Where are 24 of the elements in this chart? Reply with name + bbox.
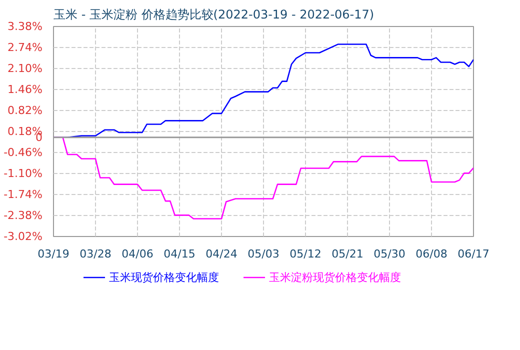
y-tick-label: -0.46% [4,146,43,159]
y-tick-label: 2.74% [8,41,43,54]
x-tick-label: 06/17 [458,248,490,260]
x-tick-label: 05/21 [332,248,364,260]
x-tick-label: 03/19 [38,248,70,260]
x-tick-label: 04/24 [206,248,238,260]
legend-label: 玉米淀粉现货价格变化幅度 [269,270,401,284]
y-tick-label: -1.10% [4,167,43,180]
x-tick-label: 03/28 [80,248,112,260]
y-tick-label: 2.10% [8,62,43,75]
y-tick-label: -3.02% [4,230,43,243]
y-tick-label: 1.46% [8,83,43,96]
x-tick-label: 05/12 [290,248,322,260]
y-tick-label: 3.38% [8,20,43,33]
x-tick-label: 06/08 [416,248,448,260]
y-tick-label: 0.82% [8,104,43,117]
x-tick-label: 05/30 [374,248,406,260]
y-tick-label: -2.38% [4,209,43,222]
y-tick-label: -1.74% [4,188,43,201]
legend-label: 玉米现货价格变化幅度 [109,270,219,284]
x-tick-label: 04/06 [122,248,154,260]
x-tick-label: 04/15 [164,248,196,260]
chart-title: 玉米 - 玉米淀粉 价格趋势比较(2022-03-19 - 2022-06-17) [54,8,374,22]
x-tick-label: 05/03 [248,248,280,260]
